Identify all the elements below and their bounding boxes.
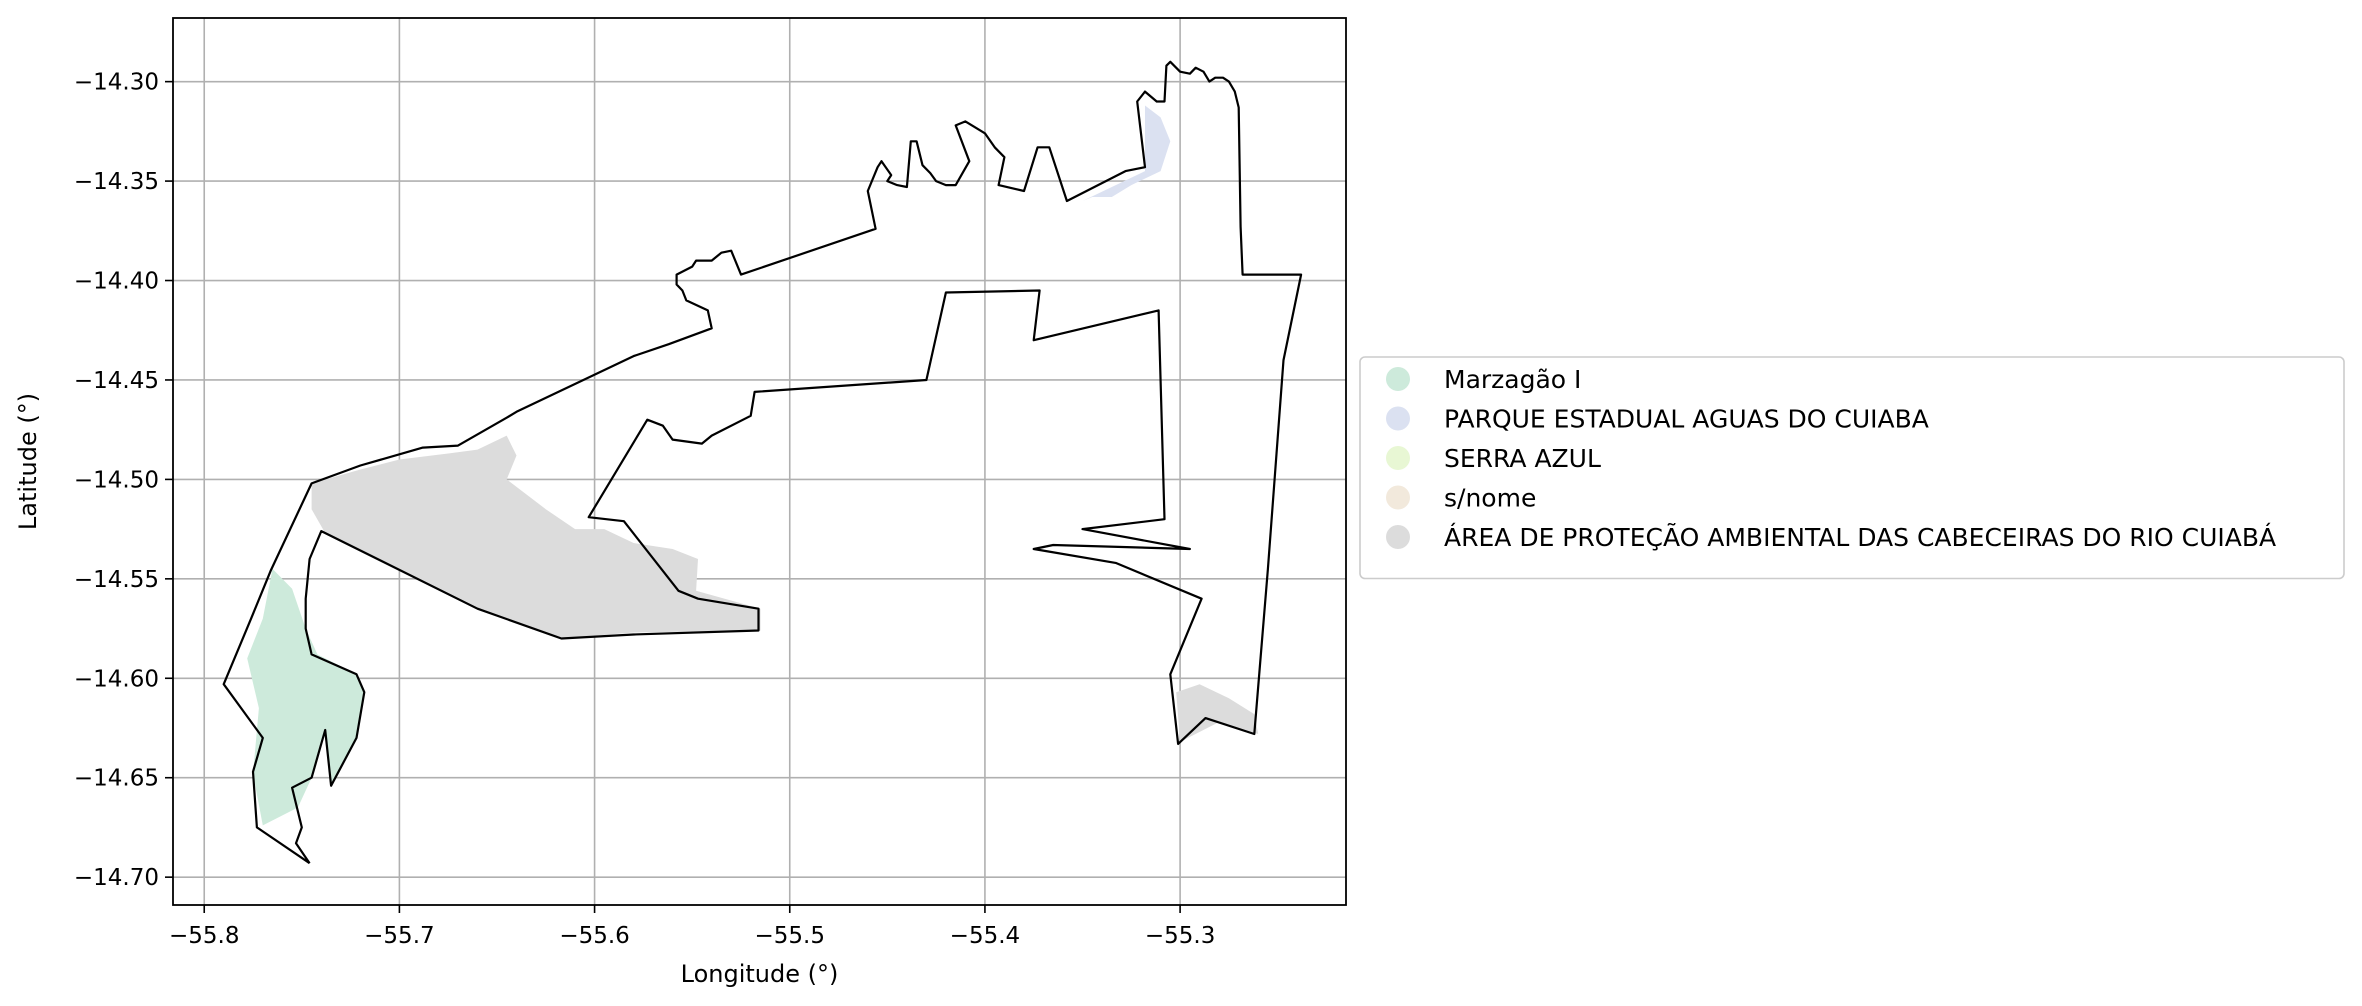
- y-axis-label: Latitude (°): [14, 393, 42, 530]
- y-tick-label-6: −14.60: [74, 666, 159, 692]
- legend-label-0: Marzagão I: [1444, 365, 1581, 394]
- legend-marker-4: [1386, 525, 1410, 549]
- x-tick-label-1: −55.7: [364, 923, 434, 949]
- y-tick-label-2: −14.40: [74, 269, 159, 295]
- y-tick-label-5: −14.55: [74, 567, 159, 593]
- y-tick-label-4: −14.50: [74, 467, 159, 493]
- legend-label-3: s/nome: [1444, 484, 1536, 513]
- y-tick-label-0: −14.30: [74, 70, 159, 96]
- y-tick-label-1: −14.35: [74, 169, 159, 195]
- x-axis-label: Longitude (°): [681, 960, 839, 988]
- legend-label-1: PARQUE ESTADUAL AGUAS DO CUIABA: [1444, 405, 1929, 434]
- legend-marker-2: [1386, 446, 1410, 470]
- legend: Marzagão I PARQUE ESTADUAL AGUAS DO CUIAB…: [1360, 357, 2344, 579]
- legend-marker-1: [1386, 407, 1410, 431]
- x-tick-label-5: −55.3: [1145, 923, 1215, 949]
- x-tick-label-4: −55.4: [950, 923, 1020, 949]
- legend-label-4: ÁREA DE PROTEÇÃO AMBIENTAL DAS CABECEIRA…: [1444, 522, 2276, 552]
- x-tick-label-3: −55.5: [755, 923, 825, 949]
- legend-label-2: SERRA AZUL: [1444, 444, 1601, 473]
- legend-marker-3: [1386, 486, 1410, 510]
- x-tick-label-2: −55.6: [559, 923, 629, 949]
- legend-marker-0: [1386, 367, 1410, 391]
- y-tick-label-8: −14.70: [74, 865, 159, 891]
- x-tick-label-0: −55.8: [169, 923, 239, 949]
- y-tick-label-3: −14.45: [74, 368, 159, 394]
- y-tick-label-7: −14.65: [74, 766, 159, 792]
- y-axis-ticks: −14.30 −14.35 −14.40 −14.45 −14.50 −14.55 −14.…: [74, 70, 173, 892]
